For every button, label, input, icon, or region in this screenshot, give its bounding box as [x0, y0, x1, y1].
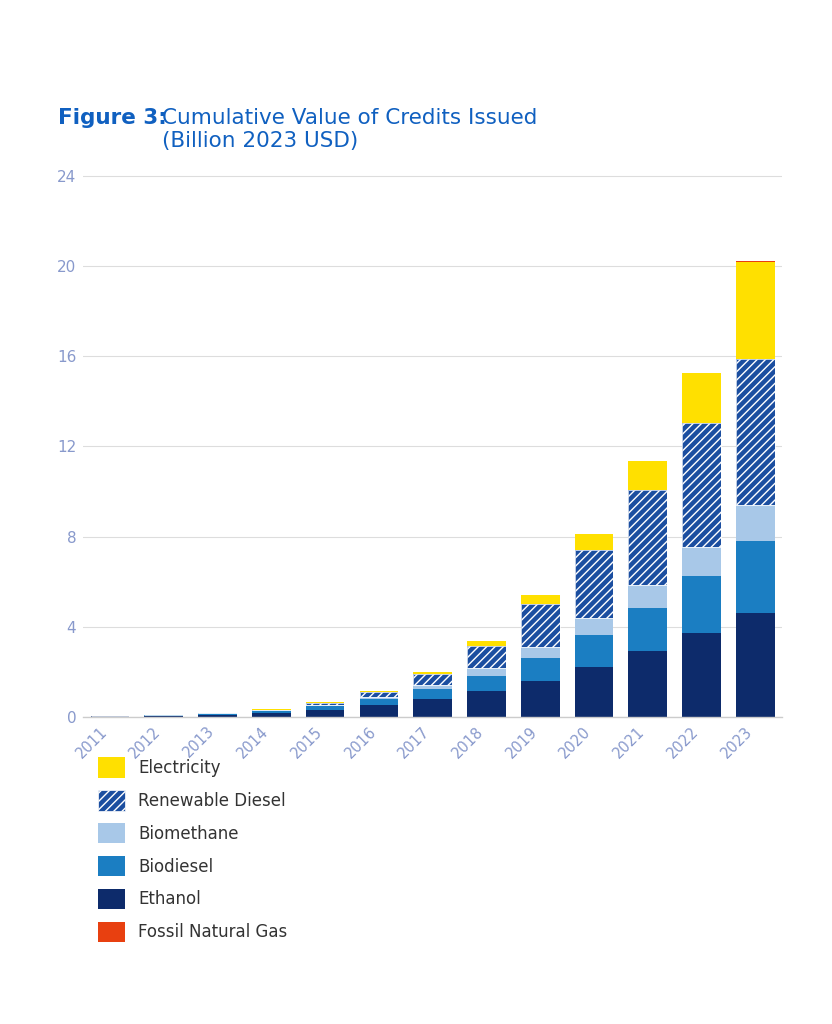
Bar	[306, 702, 344, 706]
Bar	[145, 716, 183, 717]
Bar	[682, 374, 721, 423]
Bar	[414, 689, 452, 698]
Bar	[575, 635, 613, 668]
Bar	[628, 461, 667, 490]
Bar	[575, 535, 613, 550]
Bar	[682, 423, 721, 547]
Bar	[467, 646, 506, 669]
Bar	[575, 550, 613, 617]
Bar	[359, 692, 399, 697]
Bar	[682, 575, 721, 634]
Bar	[414, 698, 452, 717]
Bar	[682, 547, 721, 575]
Text: Figure 3:: Figure 3:	[58, 108, 167, 128]
Bar	[521, 604, 559, 646]
Bar	[359, 691, 399, 692]
Bar	[735, 262, 775, 358]
Bar	[575, 617, 613, 635]
Bar	[414, 685, 452, 689]
Bar	[414, 675, 452, 685]
Bar	[306, 706, 344, 707]
Bar	[521, 604, 559, 646]
Bar	[628, 651, 667, 717]
Bar	[359, 697, 399, 699]
Bar	[735, 505, 775, 541]
Bar	[359, 706, 399, 717]
Bar	[575, 550, 613, 617]
Bar	[252, 711, 290, 713]
Bar	[467, 676, 506, 691]
Bar	[521, 658, 559, 681]
Bar	[628, 490, 667, 585]
Text: Cumulative Value of Credits Issued
(Billion 2023 USD): Cumulative Value of Credits Issued (Bill…	[162, 108, 537, 151]
Bar	[628, 607, 667, 651]
Legend: Electricity, Renewable Diesel, Biomethane, Biodiesel, Ethanol, Fossil Natural Ga: Electricity, Renewable Diesel, Biomethan…	[92, 751, 295, 948]
Bar	[521, 646, 559, 658]
Bar	[467, 641, 506, 646]
Bar	[467, 646, 506, 669]
Bar	[414, 675, 452, 685]
Bar	[521, 681, 559, 717]
Bar	[575, 668, 613, 717]
Bar	[198, 715, 237, 717]
Bar	[628, 490, 667, 585]
Bar	[467, 669, 506, 676]
Bar	[735, 613, 775, 717]
Bar	[252, 713, 290, 717]
Bar	[521, 595, 559, 604]
Bar	[628, 585, 667, 607]
Bar	[735, 358, 775, 505]
Bar	[682, 634, 721, 717]
Bar	[359, 692, 399, 697]
Bar	[359, 699, 399, 706]
Bar	[735, 541, 775, 613]
Bar	[467, 691, 506, 717]
Bar	[306, 707, 344, 710]
Bar	[735, 358, 775, 505]
Bar	[682, 423, 721, 547]
Bar	[306, 702, 344, 706]
Bar	[306, 710, 344, 717]
Bar	[414, 672, 452, 675]
